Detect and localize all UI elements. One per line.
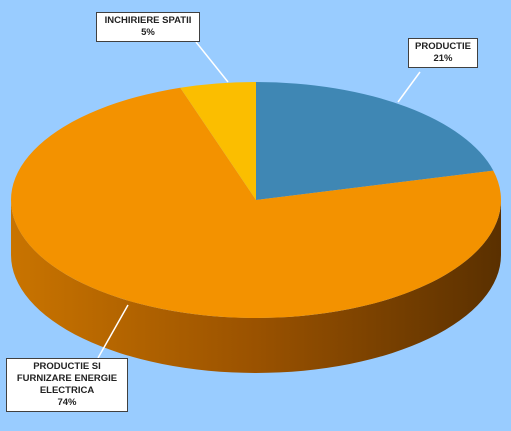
- slice-side: [11, 200, 501, 373]
- label-category: PRODUCTIE SI FURNIZARE ENERGIE ELECTRICA: [16, 361, 118, 396]
- pie: [11, 82, 502, 373]
- leader-line: [397, 71, 421, 103]
- label-category: INCHIRIERE SPATII: [104, 15, 192, 26]
- data-label: PRODUCTIE 21%: [408, 38, 478, 68]
- label-category: PRODUCTIE: [415, 41, 471, 52]
- slice: [180, 82, 256, 200]
- data-label: PRODUCTIE SI FURNIZARE ENERGIE ELECTRICA…: [6, 358, 128, 412]
- data-label: INCHIRIERE SPATII 5%: [96, 12, 200, 42]
- label-value: 74%: [57, 397, 77, 408]
- label-value: 5%: [141, 27, 155, 38]
- label-value: 21%: [433, 53, 453, 64]
- slice: [256, 82, 494, 200]
- slice: [11, 87, 502, 318]
- leader-line: [97, 304, 129, 359]
- leader-line: [195, 41, 229, 83]
